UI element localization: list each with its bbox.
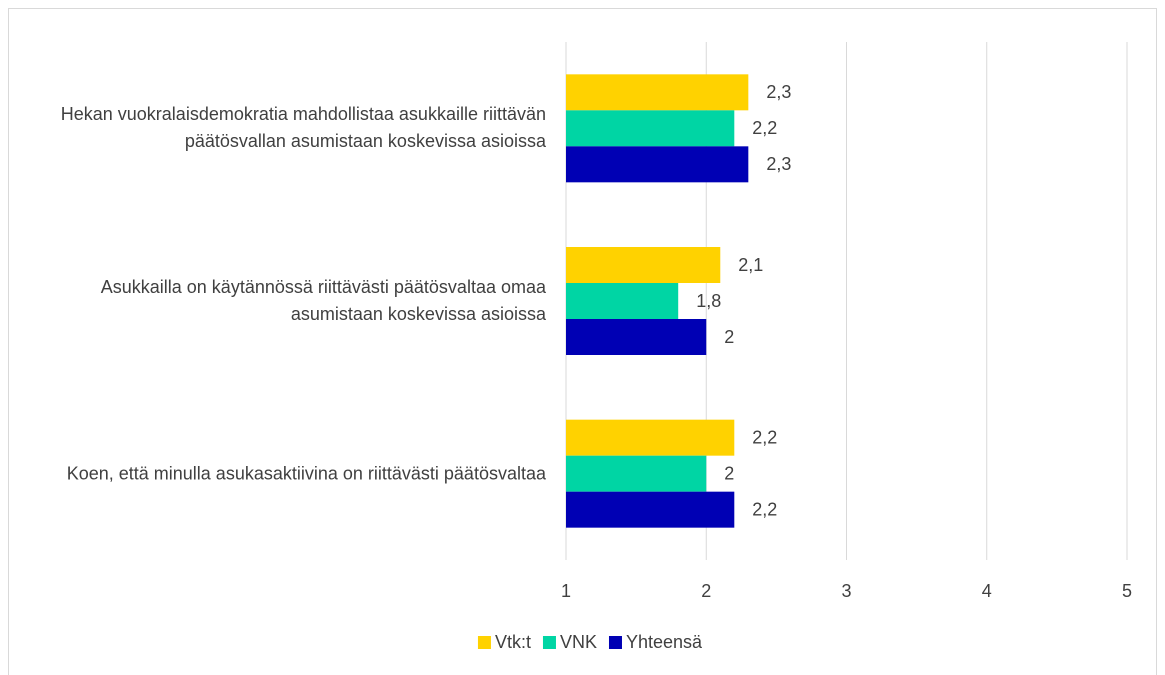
- data-label: 2: [724, 463, 734, 483]
- bar: [566, 74, 749, 111]
- legend-swatch: [542, 636, 556, 649]
- x-tick-label: 1: [561, 581, 571, 601]
- legend-label: Vtk:t: [495, 632, 531, 652]
- data-label: 1,8: [696, 291, 721, 311]
- bar: [566, 319, 707, 355]
- bar: [566, 455, 707, 492]
- data-label: 2: [724, 327, 734, 347]
- bar: [566, 419, 735, 456]
- bar: [566, 283, 679, 319]
- category-label: Asukkailla on käytännössä riittävästi pä…: [100, 277, 546, 324]
- legend-swatch: [477, 636, 491, 649]
- data-label: 2,3: [766, 154, 791, 174]
- data-label: 2,2: [752, 499, 777, 519]
- x-tick-label: 5: [1122, 581, 1132, 601]
- chart-border: [8, 8, 1157, 675]
- x-tick-label: 2: [701, 581, 711, 601]
- category-label: Koen, että minulla asukasaktiivina on ri…: [66, 463, 546, 484]
- bar: [566, 247, 721, 283]
- data-label: 2,1: [738, 255, 763, 275]
- x-tick-label: 4: [982, 581, 992, 601]
- x-tick-label: 3: [841, 581, 851, 601]
- bar: [566, 491, 735, 528]
- data-label: 2,2: [752, 118, 777, 138]
- data-label: 2,2: [752, 427, 777, 447]
- bar: [566, 146, 749, 183]
- legend-label: Yhteensä: [626, 632, 703, 652]
- legend-swatch: [608, 636, 622, 649]
- data-label: 2,3: [766, 82, 791, 102]
- category-label: Hekan vuokralaisdemokratia mahdollistaa …: [60, 104, 546, 152]
- legend-label: VNK: [560, 632, 597, 652]
- bar: [566, 110, 735, 147]
